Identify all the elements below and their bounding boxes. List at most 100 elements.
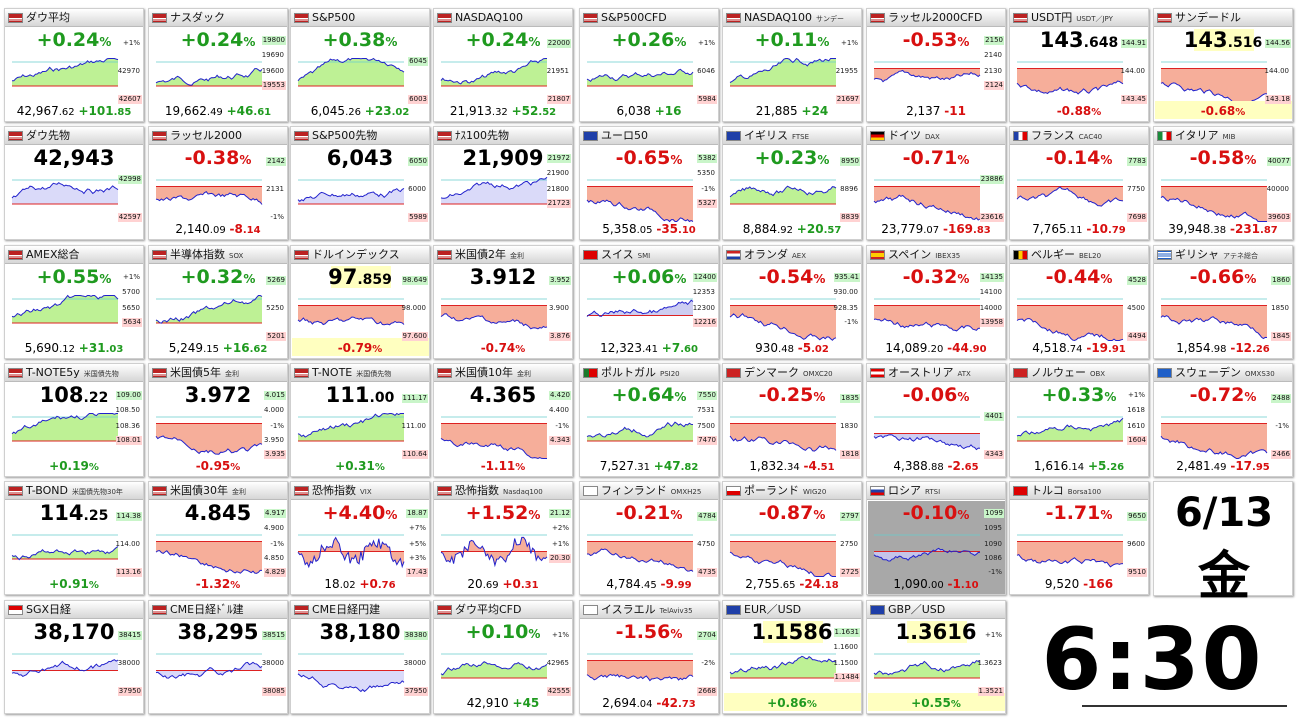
tile-ndx100s[interactable]: NASDAQ100 サンデー +0.11% +1% 21955 21697 21,885 +… bbox=[722, 8, 862, 122]
chart-area bbox=[730, 58, 836, 86]
flag-icon bbox=[583, 605, 598, 615]
chart-area bbox=[441, 305, 547, 329]
tile-amex[interactable]: AMEX総合 +0.55% +1% 5700 5650 5634 5,690.12 +31.… bbox=[4, 245, 144, 359]
tile-dxy[interactable]: ドルインデックス 97.859 98.649 98.000 97.600 -0.79% bbox=[290, 245, 430, 359]
tile-subtitle: FTSE bbox=[792, 133, 810, 141]
tile-smi[interactable]: スイス SMI +0.06% 12400 12353 12300 12216 12,323.4… bbox=[579, 245, 719, 359]
price-and-change: 21,885 +24 bbox=[755, 104, 829, 118]
tile-borsa100[interactable]: トルコ Borsa100 -1.71% 9650 9600 9510 9,520 -166 bbox=[1009, 481, 1149, 595]
tile-psi20[interactable]: ポルトガル PSI20 +0.64% 7550 7531 7500 7470 7,527.31… bbox=[579, 363, 719, 477]
tile-rtsi[interactable]: ロシア RTSI -0.10% 1099 1095 1090 1086 -1% 1,090.00… bbox=[866, 481, 1006, 595]
tile-obx[interactable]: ノルウェー OBX +0.33% +1% 1618 1610 1604 1,616.14 +5… bbox=[1009, 363, 1149, 477]
tile-aex[interactable]: オランダ AEX -0.54% 935.41 930.00 928.35 -1% 930.48… bbox=[722, 245, 862, 359]
tile-cmenikkeiusd[interactable]: CME日経ﾄﾞﾙ建 38,295 38515 38000 38085 bbox=[148, 600, 288, 714]
main-value: +0.24% bbox=[36, 29, 112, 51]
tile-header: デンマーク OMXC20 bbox=[723, 364, 861, 382]
tile-subtitle: Nasdaq100 bbox=[503, 488, 543, 496]
price-line bbox=[297, 57, 405, 82]
price-line bbox=[1016, 553, 1124, 568]
axis-label: 114.38 bbox=[115, 512, 142, 521]
tile-header: 恐怖指数 VIX bbox=[291, 482, 429, 500]
tile-title: ドイツ DAX bbox=[888, 129, 940, 142]
flag-icon bbox=[152, 250, 167, 260]
tile-dax[interactable]: ドイツ DAX -0.71% 23886 23616 23,779.07 -169.83 bbox=[866, 126, 1006, 240]
change-highlight bbox=[868, 693, 1005, 711]
tile-vix[interactable]: 恐怖指数 VIX +4.40% 18.87 +7% +5% +3% 17.43 18.02 +0… bbox=[290, 481, 430, 595]
tile-sp500fut[interactable]: S&P500先物 6,043 6050 6000 5989 bbox=[290, 126, 430, 240]
tile-eurusd[interactable]: EUR／USD 1.1586 1.1631 1.1600 1.1500 1.1484 +0.… bbox=[722, 600, 862, 714]
tile-header: トルコ Borsa100 bbox=[1010, 482, 1148, 500]
axis-label: 12400 bbox=[692, 273, 717, 282]
axis-label: 6050 bbox=[408, 157, 428, 166]
axis-label: 1835 bbox=[840, 394, 860, 403]
tile-usdjpy[interactable]: USDT円 USDT／JPY 143.648 144.91 144.00 143.45 -0… bbox=[1009, 8, 1149, 122]
price-line bbox=[1160, 435, 1268, 459]
tile-sundaydollar[interactable]: サンデードル 143.516 144.56 144.00 143.18 -0.68% bbox=[1153, 8, 1293, 122]
tile-us2y[interactable]: 米国債2年 金利 3.912 3.952 3.900 3.876 -0.74% bbox=[433, 245, 573, 359]
price-and-change: 21,913.32 +52.52 bbox=[449, 104, 557, 118]
tile-tnote10[interactable]: T-NOTE 米国債先物 111.00 111.17 111.00 110.64 +0.31… bbox=[290, 363, 430, 477]
tile-cmenikkeijpy[interactable]: CME日経円建 38,180 38380 38000 37950 bbox=[290, 600, 430, 714]
tile-vxn[interactable]: 恐怖指数 Nasdaq100 +1.52% 21.12 +2% +1% 20.30 20.69… bbox=[433, 481, 573, 595]
price-line bbox=[729, 312, 837, 341]
tile-tbond[interactable]: T-BOND 米国債先物30年 114.25 114.38 114.00 113.16 +0… bbox=[4, 481, 144, 595]
tile-wig20[interactable]: ポーランド WIG20 -0.87% 2797 2750 2725 2,755.65 -24… bbox=[722, 481, 862, 595]
tile-ndx100fut[interactable]: ﾅｽ100先物 21,909 21972 21900 21800 21723 bbox=[433, 126, 573, 240]
tile-omxh25[interactable]: フィンランド OMXH25 -0.21% 4784 4750 4735 4,784.45 -… bbox=[579, 481, 719, 595]
tile-russell2000[interactable]: ラッセル2000 -0.38% 2142 2131 -1% 2,140.09 -8.14 bbox=[148, 126, 288, 240]
tile-telaviv35[interactable]: イスラエル TelAviv35 -1.56% 2704 -2% 2668 2,694.04 … bbox=[579, 600, 719, 714]
tile-subtitle: IBEX35 bbox=[935, 252, 961, 260]
axis-label: 17.43 bbox=[405, 568, 428, 577]
tile-dowcfd[interactable]: ダウ平均CFD +0.10% +1% 42965 42555 42,910 +45 bbox=[433, 600, 573, 714]
tile-mib[interactable]: イタリア MIB -0.58% 40077 40000 39603 39,948.38 -2… bbox=[1153, 126, 1293, 240]
price-line bbox=[440, 536, 548, 568]
tile-header: T-NOTE5y 米国債先物 bbox=[5, 364, 143, 382]
main-value: -0.54% bbox=[758, 266, 826, 288]
tile-sp500cfd[interactable]: S&P500CFD +0.26% +1% 6046 5984 6,038 +16 bbox=[579, 8, 719, 122]
sparkline-chart bbox=[873, 653, 981, 679]
value-highlight bbox=[1194, 29, 1254, 51]
axis-label: 12216 bbox=[692, 318, 717, 327]
tile-sox[interactable]: 半導体指数 SOX +0.32% 5269 5250 5201 5,249.15 +16.6… bbox=[148, 245, 288, 359]
price-and-change: 12,323.41 +7.60 bbox=[600, 341, 698, 355]
tile-dowfut[interactable]: ダウ先物 42,943 42998 42597 bbox=[4, 126, 144, 240]
axis-label: 22000 bbox=[546, 39, 571, 48]
main-value: -0.66% bbox=[1189, 266, 1257, 288]
tile-euro50[interactable]: ユーロ50 -0.65% 5382 5350 -1% 5327 5,358.05 -35.1… bbox=[579, 126, 719, 240]
tile-dow[interactable]: ダウ平均 +0.24% +1% 42970 42607 42,967.62 +101.85 bbox=[4, 8, 144, 122]
tile-ftse[interactable]: イギリス FTSE +0.23% 8950 8896 8839 8,884.92 +20.5… bbox=[722, 126, 862, 240]
tile-sp500[interactable]: S&P500 +0.38% 6045 6003 6,045.26 +23.02 bbox=[290, 8, 430, 122]
tile-ibex35[interactable]: スペイン IBEX35 -0.32% 14135 14100 14000 13958 14,0… bbox=[866, 245, 1006, 359]
tile-gbpusd[interactable]: GBP／USD 1.3616 +1% 1.3623 1.3521 +0.55% bbox=[866, 600, 1006, 714]
tile-bel20[interactable]: ベルギー BEL20 -0.44% 4528 4500 4494 4,518.74 -19.… bbox=[1009, 245, 1149, 359]
tile-us30y[interactable]: 米国債30年 金利 4.845 4.917 4.900 -1% 4.850 4.829 -1.3… bbox=[148, 481, 288, 595]
tile-omxc20[interactable]: デンマーク OMXC20 -0.25% 1835 1830 1818 1,832.34 -4… bbox=[722, 363, 862, 477]
tile-header: 米国債10年 金利 bbox=[434, 364, 572, 382]
tile-cac40[interactable]: フランス CAC40 -0.14% 7783 7750 7698 7,765.11 -10.… bbox=[1009, 126, 1149, 240]
tile-us10y[interactable]: 米国債10年 金利 4.365 4.420 4.400 -1% 4.343 -1.11% bbox=[433, 363, 573, 477]
tile-ndx100[interactable]: NASDAQ100 +0.24% 22000 21951 21807 21,913.32 … bbox=[433, 8, 573, 122]
chart-area bbox=[298, 58, 404, 86]
axis-label: 40077 bbox=[1266, 157, 1291, 166]
tile-omxs30[interactable]: スウェーデン OMXS30 -0.72% 2488 -1% 2466 2,481.49 -1… bbox=[1153, 363, 1293, 477]
tile-tnote5[interactable]: T-NOTE5y 米国債先物 108.22 109.00 108.50 108.36 108… bbox=[4, 363, 144, 477]
chart-area bbox=[868, 383, 1005, 476]
tile-atx[interactable]: オーストリア ATX -0.06% 4401 4343 4,388.88 -2.65 bbox=[866, 363, 1006, 477]
main-value: +0.33% bbox=[1041, 384, 1117, 406]
main-value: -0.58% bbox=[1189, 147, 1257, 169]
tile-nasdaq[interactable]: ナスダック +0.24% 19800 19690 19600 19553 19,662.49… bbox=[148, 8, 288, 122]
sparkline-chart bbox=[729, 298, 837, 341]
axis-label: 2797 bbox=[840, 512, 860, 521]
axis-label: 5327 bbox=[697, 199, 717, 208]
tile-subtitle: 金利 bbox=[225, 370, 239, 378]
tile-athens[interactable]: ギリシャ アテネ総合 -0.66% 1860 1850 1845 1,854.98 -12.… bbox=[1153, 245, 1293, 359]
tile-russell2000cfd[interactable]: ラッセル2000CFD -0.53% 2150 2140 2130 2124 2,137 -… bbox=[866, 8, 1006, 122]
axis-label: 1.1500 bbox=[833, 659, 859, 667]
tile-sgxnikkei[interactable]: SGX日経 38,170 38415 38000 37950 bbox=[4, 600, 144, 714]
flag-icon bbox=[870, 368, 885, 378]
axis-label: 21697 bbox=[835, 95, 860, 104]
main-value: 111.00 bbox=[325, 383, 395, 407]
tile-us5y[interactable]: 米国債5年 金利 3.972 4.015 4.000 -1% 3.950 3.935 -0.95… bbox=[148, 363, 288, 477]
tile-header: スイス SMI bbox=[580, 246, 718, 264]
